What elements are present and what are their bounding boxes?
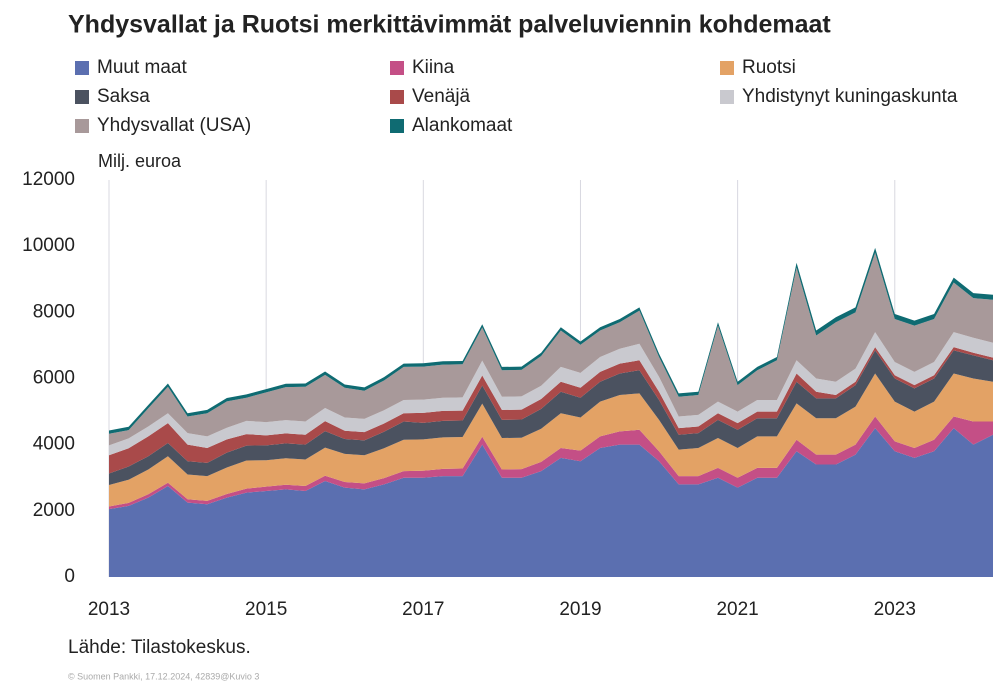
x-tick-label: 2013 <box>88 599 130 620</box>
y-tick-label: 8000 <box>33 301 75 322</box>
x-tick-label: 2021 <box>716 599 758 620</box>
chart-title: Yhdysvallat ja Ruotsi merkittävimmät pal… <box>68 11 831 39</box>
legend-swatch <box>75 90 89 104</box>
legend-label: Muut maat <box>97 57 187 78</box>
y-tick-label: 12000 <box>22 169 75 190</box>
area <box>109 252 993 446</box>
legend-label: Yhdistynyt kuningaskunta <box>742 86 958 107</box>
y-tick-label: 4000 <box>33 434 75 455</box>
x-tick-label: 2019 <box>559 599 601 620</box>
area <box>109 416 993 510</box>
y-tick-label: 0 <box>64 566 75 587</box>
legend-label: Alankomaat <box>412 115 513 136</box>
legend-label: Yhdysvallat (USA) <box>97 115 251 136</box>
legend-swatch <box>720 61 734 75</box>
x-tick-label: 2023 <box>874 599 916 620</box>
legend-swatch <box>390 119 404 133</box>
legend-label: Ruotsi <box>742 57 796 78</box>
area <box>109 332 993 456</box>
legend-label: Venäjä <box>412 86 471 107</box>
x-tick-label: 2017 <box>402 599 444 620</box>
area <box>109 347 993 474</box>
y-tick-label: 6000 <box>33 368 75 389</box>
y-tick-label: 2000 <box>33 500 75 521</box>
area <box>109 247 993 434</box>
legend-label: Saksa <box>97 86 150 107</box>
footer: © Suomen Pankki, 17.12.2024, 42839@Kuvio… <box>68 671 259 681</box>
source: Lähde: Tilastokeskus. <box>68 637 251 658</box>
y-tick-label: 10000 <box>22 235 75 256</box>
legend-swatch <box>75 119 89 133</box>
legend-swatch <box>390 61 404 75</box>
legend-label: Kiina <box>412 57 455 78</box>
legend-swatch <box>390 90 404 104</box>
legend-swatch <box>75 61 89 75</box>
area <box>109 428 993 577</box>
area <box>109 350 993 486</box>
legend-swatch <box>720 90 734 104</box>
x-tick-label: 2015 <box>245 599 287 620</box>
y-axis-label: Milj. euroa <box>98 151 182 171</box>
area <box>109 373 993 507</box>
